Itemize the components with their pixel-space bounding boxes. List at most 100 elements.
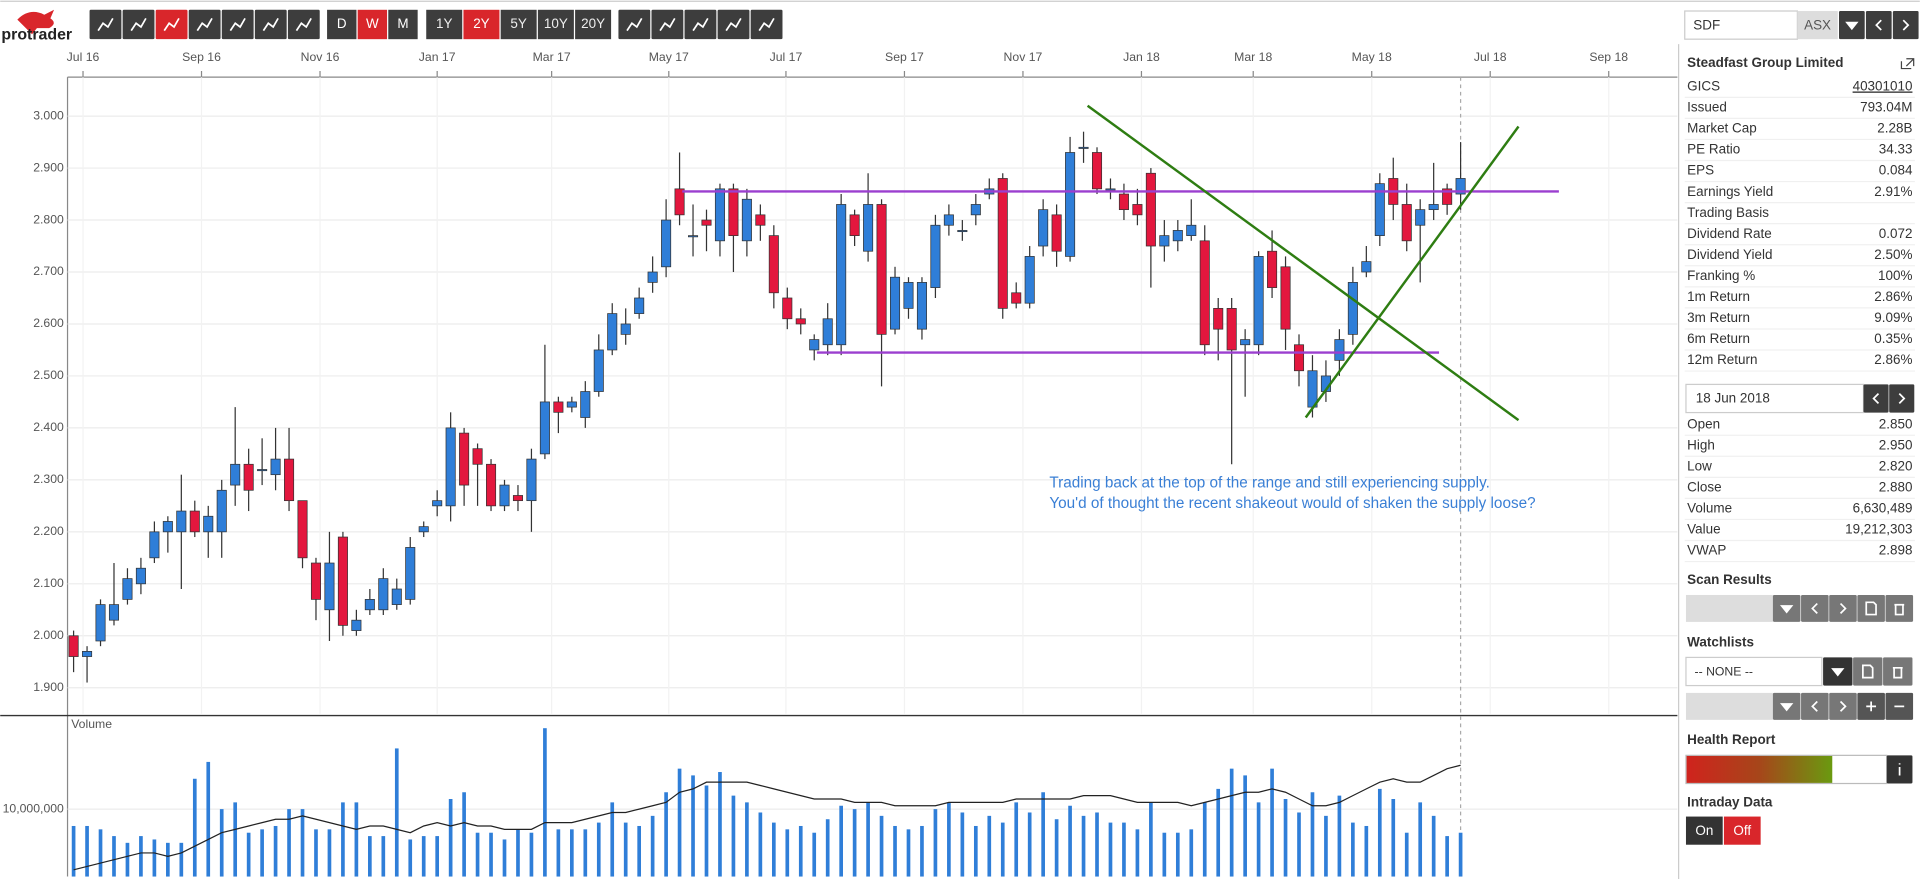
candle-body: [701, 219, 712, 226]
candle-body: [1145, 172, 1156, 247]
volume-bar: [192, 778, 197, 877]
candle-body: [1105, 188, 1116, 191]
stat-label: VWAP: [1687, 543, 1726, 558]
interval-button[interactable]: [357, 9, 388, 40]
icon-right: [1898, 392, 1906, 404]
volume-bar: [368, 836, 372, 877]
volume-bar: [1283, 798, 1288, 877]
volume-bar: [960, 812, 965, 877]
volume-bar: [1135, 829, 1140, 877]
volume-bar: [1351, 822, 1355, 877]
range-button[interactable]: [426, 9, 463, 40]
volume-bar: [596, 822, 601, 877]
volume-bar: [327, 829, 332, 877]
range-button[interactable]: [575, 9, 612, 40]
icon-icon: [130, 17, 147, 32]
candle-body: [499, 484, 510, 507]
candle-body: [1240, 339, 1251, 346]
button[interactable]: [1801, 594, 1829, 622]
x-tick-label: Sep 17: [885, 50, 924, 64]
toggle-button[interactable]: [1685, 816, 1723, 845]
candle-body: [135, 567, 146, 585]
candle-body: [310, 562, 322, 600]
volume-bar: [691, 775, 695, 877]
candle-body: [1307, 370, 1318, 408]
volume-bar: [556, 829, 561, 877]
y-tick-label: 2.600: [33, 316, 64, 330]
range-button[interactable]: [463, 9, 500, 40]
interval-button[interactable]: [388, 9, 418, 40]
x-tick-label: Jan 18: [1123, 50, 1160, 64]
candle-body: [337, 536, 348, 626]
x-tick-label: Sep 18: [1589, 50, 1628, 64]
button[interactable]: [1892, 11, 1919, 40]
button[interactable]: [1829, 692, 1857, 720]
button[interactable]: [1863, 384, 1889, 413]
volume-bar: [1081, 815, 1086, 877]
x-tick-label: May 17: [649, 50, 689, 64]
button[interactable]: [1865, 11, 1892, 40]
candle-body: [1226, 308, 1237, 351]
icon-icon: [295, 17, 312, 32]
y-tick-label: 2.500: [33, 368, 64, 382]
candle-body: [257, 469, 268, 472]
candle-body: [1159, 235, 1170, 247]
watchlist-value: -- NONE --: [1695, 664, 1753, 678]
candle-body: [1374, 183, 1385, 236]
volume-bar: [1458, 832, 1463, 877]
button[interactable]: [1829, 594, 1857, 622]
volume-bar: [893, 825, 897, 877]
x-tick-label: May 18: [1352, 50, 1392, 64]
section-title: Watchlists: [1687, 634, 1754, 649]
button[interactable]: [1853, 657, 1883, 686]
stat-value: 9.09%: [1874, 310, 1912, 325]
candle-body: [162, 521, 173, 533]
icon-down: [1779, 605, 1794, 614]
volume-bar: [704, 785, 709, 877]
button[interactable]: [1885, 594, 1914, 622]
candle-body: [1213, 308, 1224, 330]
button[interactable]: [1857, 594, 1885, 622]
volume-bar: [745, 802, 749, 877]
date-input[interactable]: [1685, 383, 1865, 414]
candle-body: [607, 313, 618, 351]
candle-body: [243, 463, 254, 491]
button[interactable]: [1801, 692, 1829, 720]
symbol-input[interactable]: [1684, 10, 1798, 40]
range-button[interactable]: [537, 9, 574, 40]
volume-bar: [1391, 798, 1396, 877]
stat-label: Market Cap: [1687, 121, 1757, 136]
stat-label: 6m Return: [1687, 331, 1750, 346]
candle-body: [634, 297, 645, 314]
candle-body: [782, 297, 793, 320]
stat-label: 3m Return: [1687, 310, 1750, 325]
button[interactable]: [1889, 384, 1915, 413]
x-tick-label: Jan 17: [419, 50, 456, 64]
scan-select[interactable]: [1685, 594, 1773, 622]
icon-icon: [725, 17, 742, 32]
interval-button[interactable]: [327, 9, 357, 40]
icon-icon: [262, 17, 279, 32]
trend-line: [1086, 104, 1520, 422]
logo: protrader: [1, 27, 72, 44]
toggle-label: On: [1695, 823, 1713, 838]
stat-label: Dividend Rate: [1687, 226, 1772, 241]
toggle-button[interactable]: [1723, 816, 1761, 845]
candle-body: [216, 489, 227, 533]
stat-value: 6,630,489: [1853, 501, 1913, 516]
candle-body: [1334, 339, 1345, 361]
volume-bar: [1041, 792, 1045, 877]
range-button[interactable]: [500, 9, 537, 40]
volume-bar: [448, 798, 453, 877]
stat-label: High: [1687, 437, 1715, 452]
y-tick-label: 3.000: [33, 108, 64, 122]
stat-label: Earnings Yield: [1687, 184, 1773, 199]
watchlist-select[interactable]: [1685, 692, 1773, 720]
icon-down: [1779, 703, 1794, 712]
volume-bar: [987, 815, 992, 877]
watchlist-select[interactable]: [1685, 656, 1823, 687]
y-tick-label: 2.200: [33, 524, 64, 538]
stat-label: EPS: [1687, 163, 1714, 178]
volume-bar: [435, 836, 440, 877]
button[interactable]: [1883, 657, 1913, 686]
